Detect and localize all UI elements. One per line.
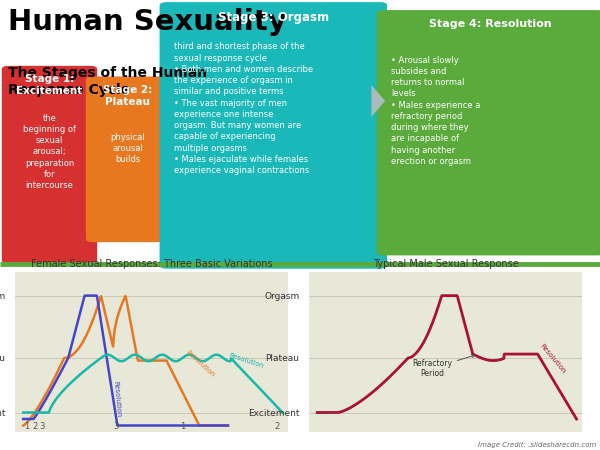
Text: • Arousal slowly
subsides and
returns to normal
levels
• Males experience a
refr: • Arousal slowly subsides and returns to… (391, 56, 481, 166)
FancyBboxPatch shape (86, 76, 169, 242)
Text: physical
arousal
builds: physical arousal builds (110, 133, 145, 164)
Text: Resolution: Resolution (538, 343, 566, 374)
Text: 1: 1 (180, 423, 185, 432)
Text: Resolution: Resolution (184, 350, 215, 378)
Text: Stage 2:
Plateau: Stage 2: Plateau (103, 85, 152, 107)
Text: Image Credit: .slidesharecdn.com: Image Credit: .slidesharecdn.com (478, 442, 596, 448)
Text: 3: 3 (113, 423, 119, 432)
Text: 3: 3 (40, 423, 45, 432)
Text: 1: 1 (25, 423, 30, 432)
FancyBboxPatch shape (2, 66, 97, 263)
Polygon shape (371, 85, 385, 117)
FancyBboxPatch shape (377, 10, 600, 256)
Text: Human Sexuality: Human Sexuality (8, 8, 287, 36)
Text: third and shortest phase of the
sexual response cycle
• Both men and women descr: third and shortest phase of the sexual r… (174, 42, 313, 175)
Text: Resolution: Resolution (228, 352, 265, 369)
Text: Stage 1:
Excitement: Stage 1: Excitement (16, 74, 83, 96)
Text: Stage 4: Resolution: Stage 4: Resolution (429, 18, 552, 29)
Title: Female Sexual Responses: Three Basic Variations: Female Sexual Responses: Three Basic Var… (31, 259, 272, 269)
Text: Refractory
Period: Refractory Period (412, 355, 475, 378)
Text: the
beginning of
sexual
arousal;
preparation
for
intercourse: the beginning of sexual arousal; prepara… (23, 114, 76, 190)
Text: The Stages of the Human
Response Cycle: The Stages of the Human Response Cycle (8, 66, 207, 97)
Text: Stage 3: Orgasm: Stage 3: Orgasm (218, 11, 329, 23)
FancyBboxPatch shape (160, 2, 387, 269)
Text: Resolution: Resolution (112, 381, 121, 418)
Title: Typical Male Sexual Response: Typical Male Sexual Response (373, 259, 518, 269)
Text: 2: 2 (274, 423, 280, 432)
Text: 2: 2 (33, 423, 38, 432)
